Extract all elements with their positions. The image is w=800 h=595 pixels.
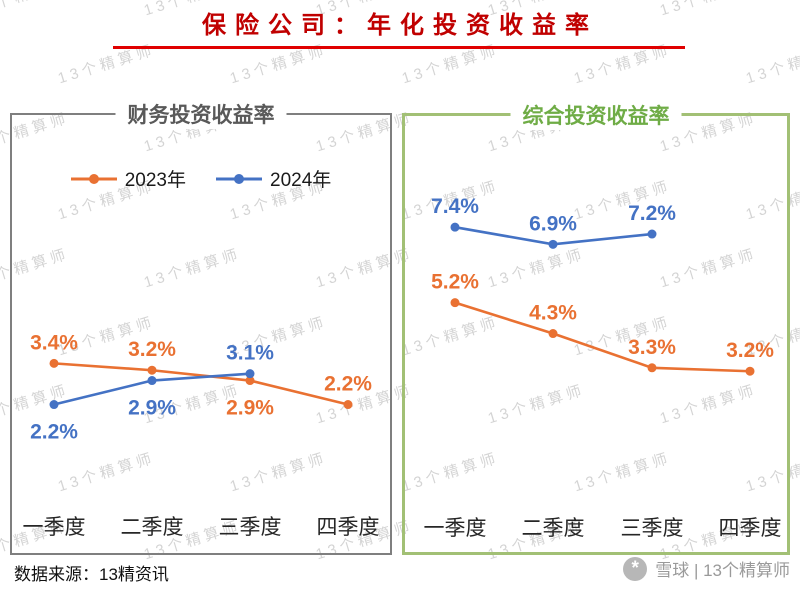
- data-point: [245, 369, 255, 379]
- title-underline: [113, 46, 685, 49]
- data-label: 7.4%: [431, 195, 479, 218]
- watermark-text: 13个精算师: [744, 41, 800, 88]
- data-point: [49, 400, 59, 410]
- x-axis-label: 一季度: [22, 516, 86, 539]
- x-axis-label: 一季度: [423, 517, 487, 540]
- chart-panel-comprehensive: 综合投资收益率 5.2% 4.3% 3.3% 3.2% 7.4% 6.9% 7.2% 一季度…: [402, 100, 790, 555]
- page-title: 保险公司：年化投资收益率: [202, 12, 598, 39]
- data-point: [49, 358, 59, 368]
- chart-panel-financial: 财务投资收益率 2023年 2024年 3.4% 3.2% 2.9% 2.2% 2.2% 2…: [10, 99, 392, 555]
- data-label: 2.2%: [30, 421, 78, 444]
- x-axis-label: 三季度: [218, 516, 282, 539]
- data-point: [450, 298, 460, 308]
- data-point: [343, 400, 353, 410]
- data-label: 5.2%: [431, 271, 479, 294]
- data-label: 4.3%: [529, 302, 577, 325]
- data-label: 2.9%: [128, 397, 176, 420]
- legend-item: 2023年: [70, 165, 186, 192]
- series-line-2023年: [53, 362, 349, 406]
- x-axis-label: 四季度: [718, 517, 782, 540]
- legend-item: 2024年: [216, 165, 331, 192]
- data-label: 2.9%: [226, 397, 274, 420]
- data-source-label: 数据来源：13精资讯: [14, 565, 169, 584]
- xueqiu-snowball-logo-icon: *: [623, 556, 648, 581]
- chart-title-comprehensive: 综合投资收益率: [510, 100, 682, 130]
- data-point: [245, 376, 255, 386]
- comprehensive-return-line-chart: 5.2% 4.3% 3.3% 3.2% 7.4% 6.9% 7.2%: [431, 195, 774, 376]
- data-point: [147, 365, 157, 375]
- x-axis-label: 三季度: [620, 517, 684, 540]
- data-label: 3.1%: [226, 342, 274, 365]
- data-label: 7.2%: [628, 202, 676, 225]
- brand-footer: * 雪球 | 13个精算师: [623, 556, 790, 581]
- data-label: 3.2%: [726, 339, 774, 362]
- data-point: [647, 363, 657, 373]
- data-point: [548, 239, 558, 249]
- data-point: [647, 229, 657, 239]
- data-point: [548, 329, 558, 339]
- financial-return-line-chart: 3.4% 3.2% 2.9% 2.2% 2.2% 2.9% 3.1%: [30, 331, 372, 444]
- data-label: 3.2%: [128, 338, 176, 361]
- data-label: 2.2%: [324, 373, 372, 396]
- data-point: [147, 376, 157, 386]
- legend-marker-icon: [216, 173, 262, 184]
- data-point: [745, 366, 755, 376]
- data-label: 6.9%: [529, 212, 577, 235]
- legend-label: 2024年: [270, 170, 332, 191]
- x-axis-label: 四季度: [316, 516, 380, 539]
- legend-label: 2023年: [124, 170, 186, 191]
- x-axis-label: 二季度: [120, 516, 184, 539]
- header: 保险公司：年化投资收益率: [0, 10, 800, 42]
- data-point: [450, 222, 460, 232]
- series-line-2023年: [454, 301, 751, 373]
- chart-legend: 2023年 2024年: [12, 165, 390, 192]
- brand-text: 雪球 | 13个精算师: [655, 561, 790, 580]
- legend-marker-icon: [70, 173, 117, 184]
- x-axis-label: 二季度: [521, 517, 585, 540]
- data-label: 3.3%: [628, 336, 676, 359]
- chart-title-financial: 财务投资收益率: [115, 99, 287, 129]
- data-label: 3.4%: [30, 331, 78, 354]
